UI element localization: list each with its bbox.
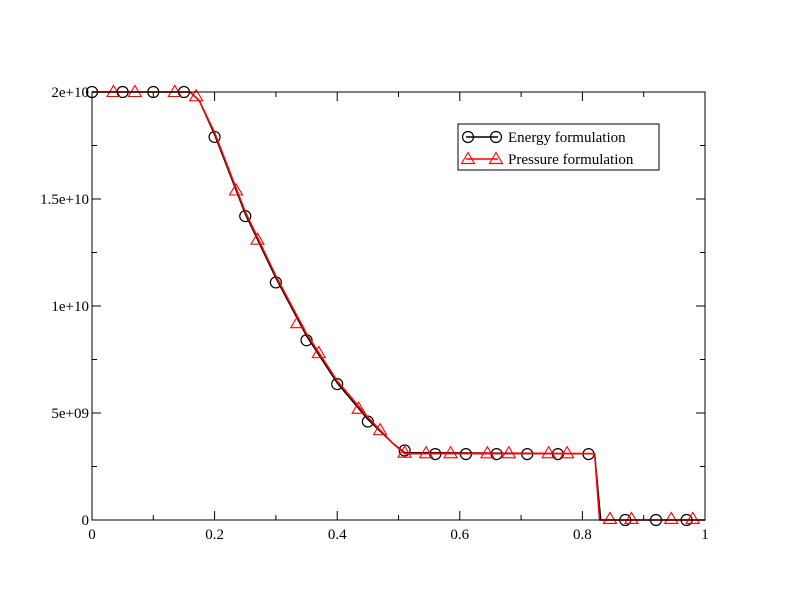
data-point [398, 444, 411, 457]
y-tick-label: 1.5e+10 [40, 192, 89, 208]
data-point [397, 445, 413, 458]
data-point [602, 511, 618, 525]
data-point [289, 315, 305, 329]
data-point [541, 445, 557, 459]
legend-marker [489, 130, 503, 144]
data-point [501, 445, 517, 459]
series-layer [85, 84, 705, 527]
data-point [623, 511, 639, 525]
legend: Energy formulation Pressure formulation [457, 123, 660, 171]
data-point [443, 445, 459, 459]
y-tick-label: 1e+10 [51, 299, 89, 315]
data-point [372, 422, 388, 436]
legend-item: Energy formulation [461, 130, 626, 146]
data-point [685, 511, 701, 525]
axes-layer: 0 0.2 0.4 0.6 0.8 1 0 5e+09 1e+10 1.5e+10 2e+10 [40, 85, 709, 543]
data-point [351, 401, 367, 414]
legend-marker [461, 130, 475, 144]
y-tick-label: 0 [82, 513, 90, 529]
legend-marker [460, 151, 476, 165]
data-point [559, 445, 575, 459]
data-point [105, 84, 121, 98]
legend-label: Energy formulation [508, 130, 626, 146]
legend-item: Pressure formulation [460, 151, 634, 168]
x-tick-label: 0.2 [205, 527, 224, 543]
data-point [167, 84, 183, 98]
data-point [228, 182, 244, 196]
data-point [479, 445, 495, 459]
data-point [188, 88, 204, 102]
series-pressure [92, 84, 705, 525]
data-point [127, 84, 143, 98]
data-point [418, 445, 434, 459]
data-point [331, 378, 344, 391]
x-tick-label: 0.8 [573, 527, 592, 543]
x-tick-label: 1 [701, 527, 709, 543]
x-tick-label: 0.4 [328, 527, 347, 543]
y-tick-label: 2e+10 [51, 85, 89, 101]
x-tick-label: 0.6 [450, 527, 469, 543]
data-point [663, 511, 679, 525]
data-point [250, 232, 265, 245]
legend-marker [488, 151, 504, 165]
legend-label: Pressure formulation [508, 152, 634, 168]
data-point [311, 345, 327, 359]
x-tick-label: 0 [88, 527, 96, 543]
legend-box [457, 123, 660, 171]
y-tick-label: 5e+09 [51, 406, 89, 422]
